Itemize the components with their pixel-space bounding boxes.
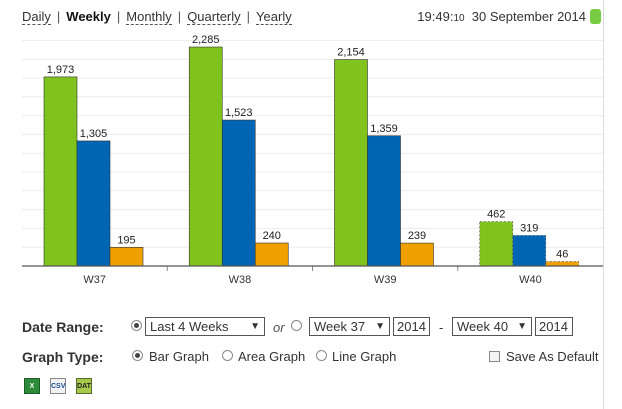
x-tick-label: W39 — [374, 274, 397, 286]
custom-range-radio[interactable] — [291, 320, 302, 331]
tab-quarterly[interactable]: Quarterly — [187, 9, 241, 25]
panel-border — [603, 0, 604, 409]
period-tabs: Daily | Weekly | Monthly | Quarterly | Yearly — [22, 9, 292, 25]
from-week-value: Week 37 — [314, 319, 366, 334]
bar — [188, 46, 223, 267]
tab-weekly[interactable]: Weekly — [66, 9, 111, 24]
to-year-input[interactable]: 2014 — [535, 317, 573, 336]
clock-date: 30 September 2014 — [471, 9, 586, 24]
x-tick-label: W37 — [83, 274, 106, 286]
from-week-select[interactable]: Week 37 ▼ — [309, 317, 390, 336]
x-tick-label: W38 — [229, 274, 252, 286]
bar-value-label: 319 — [520, 222, 538, 234]
bar — [109, 247, 144, 267]
save-default-label: Save As Default — [506, 349, 599, 364]
status-indicator — [590, 9, 601, 24]
bar — [76, 140, 111, 267]
bar-value-label: 195 — [117, 234, 135, 246]
bar — [254, 242, 289, 267]
bar-value-label: 2,285 — [192, 34, 220, 46]
bar — [545, 261, 580, 267]
bar — [43, 76, 78, 267]
excel-export-icon[interactable]: X — [24, 378, 40, 394]
bar — [334, 59, 368, 267]
from-year-input[interactable]: 2014 — [393, 317, 430, 336]
clock-time: 19:49: — [417, 9, 454, 24]
tab-separator: | — [116, 9, 121, 24]
bar — [400, 242, 434, 267]
preset-range-value: Last 4 Weeks — [150, 319, 229, 334]
bar-value-label: 462 — [487, 209, 505, 221]
x-tick-label: W40 — [519, 274, 542, 286]
bar-chart: 1,973 1,305 195 W37 2,285 1,523 240 W38 2,154 1,3… — [22, 34, 603, 286]
dropdown-arrow-icon: ▼ — [250, 321, 260, 332]
bar-value-label: 46 — [556, 249, 568, 261]
range-dash: - — [439, 320, 444, 335]
area-graph-label: Area Graph — [238, 349, 306, 364]
tab-separator: | — [177, 9, 182, 24]
tab-monthly[interactable]: Monthly — [126, 9, 172, 25]
dropdown-arrow-icon: ▼ — [517, 321, 527, 332]
to-week-value: Week 40 — [457, 319, 509, 334]
preset-range-radio[interactable] — [131, 320, 142, 331]
dropdown-arrow-icon: ▼ — [375, 321, 385, 332]
bar-value-label: 1,973 — [47, 64, 75, 76]
area-graph-radio[interactable] — [222, 350, 233, 361]
graph-type-label: Graph Type: — [22, 349, 104, 365]
clock-seconds: 10 — [453, 13, 465, 24]
data-export-icon[interactable]: DAT — [76, 378, 92, 394]
bar-value-label: 239 — [408, 230, 426, 242]
bar-value-label: 240 — [263, 230, 281, 242]
bar-value-label: 1,305 — [80, 128, 108, 140]
or-label: or — [273, 320, 285, 335]
line-graph-radio[interactable] — [316, 350, 327, 361]
bar-value-label: 1,523 — [225, 107, 253, 119]
date-range-label: Date Range: — [22, 319, 104, 335]
bar-value-label: 2,154 — [337, 47, 365, 59]
bar-graph-label: Bar Graph — [149, 349, 209, 364]
tab-separator: | — [246, 9, 251, 24]
bar — [367, 135, 401, 267]
bar — [512, 235, 547, 267]
tab-yearly[interactable]: Yearly — [256, 9, 292, 25]
bar-graph-radio[interactable] — [132, 350, 143, 361]
tab-daily[interactable]: Daily — [22, 9, 51, 25]
preset-range-select[interactable]: Last 4 Weeks ▼ — [145, 317, 265, 336]
csv-export-icon[interactable]: CSV — [50, 378, 66, 394]
bar-value-label: 1,359 — [370, 123, 398, 135]
clock: 19:49:10 30 September 2014 — [417, 9, 586, 24]
bar — [221, 119, 256, 267]
line-graph-label: Line Graph — [332, 349, 397, 364]
tab-separator: | — [56, 9, 61, 24]
bar — [479, 221, 514, 267]
to-week-select[interactable]: Week 40 ▼ — [452, 317, 532, 336]
save-default-checkbox[interactable] — [489, 351, 500, 362]
